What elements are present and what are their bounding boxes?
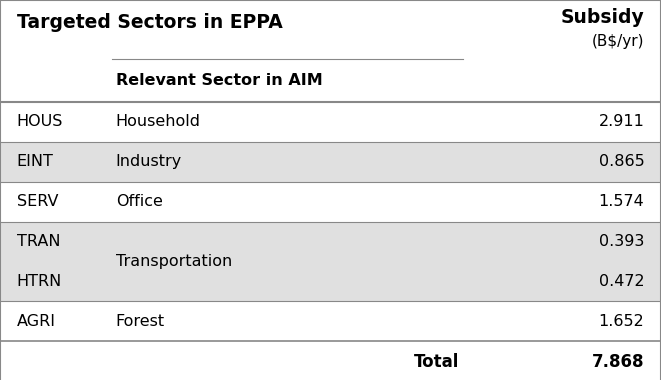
Bar: [0, 142, 661, 182]
Text: Total: Total: [414, 353, 459, 370]
Text: Office: Office: [116, 194, 163, 209]
Text: 2.911: 2.911: [599, 114, 644, 129]
Text: HOUS: HOUS: [17, 114, 63, 129]
Text: EINT: EINT: [17, 154, 54, 169]
Text: 1.574: 1.574: [599, 194, 644, 209]
Text: Targeted Sectors in EPPA: Targeted Sectors in EPPA: [17, 13, 282, 32]
Text: Household: Household: [116, 114, 201, 129]
Text: Industry: Industry: [116, 154, 182, 169]
Text: 0.393: 0.393: [599, 234, 644, 249]
Text: Transportation: Transportation: [116, 254, 232, 269]
Text: (B$/yr): (B$/yr): [592, 34, 644, 49]
Text: 1.652: 1.652: [599, 314, 644, 329]
Text: 0.865: 0.865: [599, 154, 644, 169]
Text: Forest: Forest: [116, 314, 165, 329]
Text: AGRI: AGRI: [17, 314, 56, 329]
Text: 0.472: 0.472: [599, 274, 644, 289]
Text: SERV: SERV: [17, 194, 58, 209]
Text: HTRN: HTRN: [17, 274, 61, 289]
Bar: [0, 222, 661, 301]
Text: 7.868: 7.868: [592, 353, 644, 370]
Text: Subsidy: Subsidy: [561, 8, 644, 27]
Text: Relevant Sector in AIM: Relevant Sector in AIM: [116, 73, 323, 88]
Text: TRAN: TRAN: [17, 234, 60, 249]
